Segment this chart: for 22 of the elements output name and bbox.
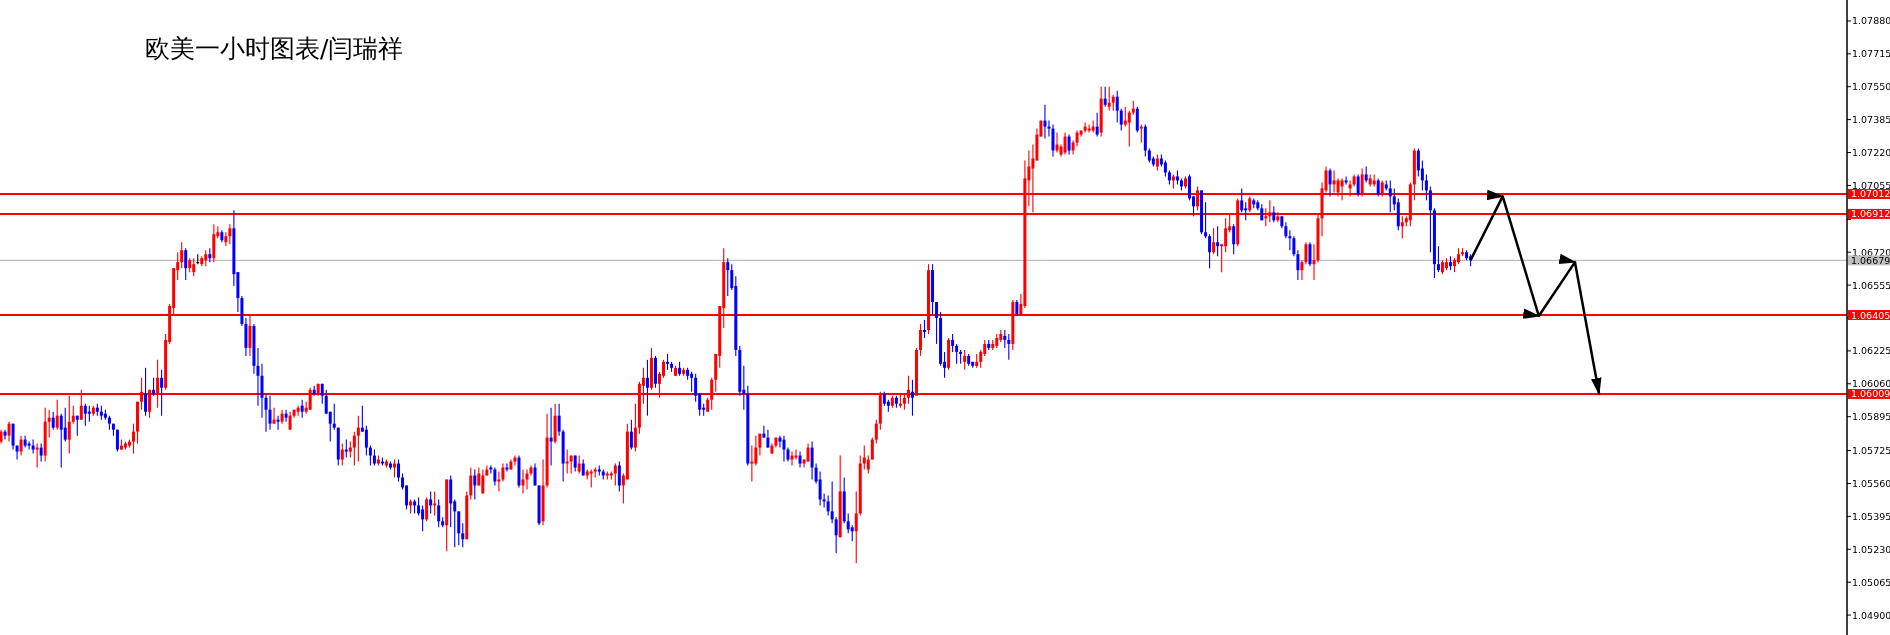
- y-tick-label: 1.06555: [1852, 279, 1890, 291]
- y-tick-label: 1.06060: [1852, 378, 1890, 390]
- ref-label: 1.06679: [1848, 254, 1890, 266]
- y-tick-label: 1.05230: [1852, 543, 1890, 555]
- ref-label: 1.06405: [1848, 309, 1890, 321]
- y-tick-label: 1.05065: [1852, 576, 1890, 588]
- y-tick-label: 1.07055: [1852, 179, 1890, 191]
- y-tick-label: 1.05725: [1852, 445, 1890, 457]
- y-tick-label: 1.06225: [1852, 345, 1890, 357]
- y-tick-label: 1.07550: [1852, 81, 1890, 93]
- ref-label: 1.06912: [1848, 208, 1890, 220]
- y-tick-label: 1.04900: [1852, 609, 1890, 621]
- text: 欧美一小时图表/闫瑞祥: [145, 34, 404, 63]
- y-tick-label: 1.07385: [1852, 114, 1890, 126]
- y-tick-label: 1.05560: [1852, 477, 1890, 489]
- y-tick-label: 1.07220: [1852, 147, 1890, 159]
- ref-label: 1.07012: [1848, 188, 1890, 200]
- y-tick-label: 1.07715: [1852, 48, 1890, 60]
- y-tick-label: 1.07880: [1852, 15, 1890, 27]
- ref-label: 1.06009: [1848, 388, 1890, 400]
- y-tick-label: 1.05895: [1852, 411, 1890, 423]
- y-tick-label: 1.05395: [1852, 510, 1890, 522]
